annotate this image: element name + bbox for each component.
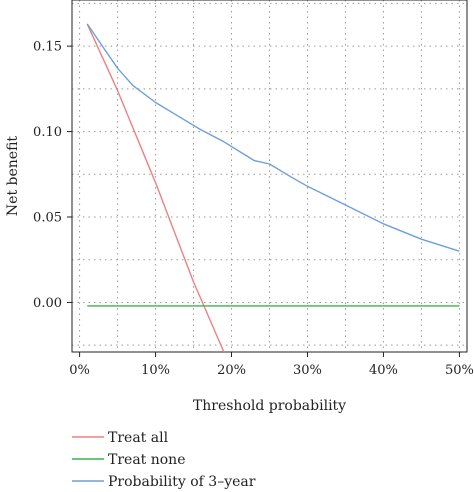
legend-label: Treat none bbox=[108, 452, 186, 468]
y-tick-label: 0.15 bbox=[33, 40, 62, 55]
x-tick-label: 0% bbox=[69, 363, 90, 378]
x-tick-label: 30% bbox=[293, 363, 322, 378]
legend-label: Probability of 3–year bbox=[108, 474, 256, 490]
x-tick-label: 10% bbox=[141, 363, 170, 378]
y-axis-title: Net benefit bbox=[5, 136, 21, 216]
axis-ticks: 0% 10% 20% 30% 40% 50% 0.00 0.05 0.10 0.15 bbox=[33, 40, 474, 378]
legend: Treat all Treat none Probability of 3–year bbox=[72, 430, 256, 490]
y-tick-label: 0.10 bbox=[33, 125, 62, 140]
series-line-2 bbox=[86, 23, 460, 252]
series-lines bbox=[86, 23, 460, 352]
grid bbox=[72, 0, 467, 352]
y-tick-label: 0.05 bbox=[33, 211, 62, 226]
x-tick-label: 20% bbox=[217, 363, 246, 378]
legend-label: Treat all bbox=[108, 430, 169, 446]
x-tick-label: 40% bbox=[369, 363, 398, 378]
x-axis-title: Threshold probability bbox=[193, 398, 346, 414]
y-tick-label: 0.00 bbox=[33, 296, 62, 311]
plot-frame bbox=[71, 0, 468, 353]
x-tick-label: 50% bbox=[445, 363, 474, 378]
